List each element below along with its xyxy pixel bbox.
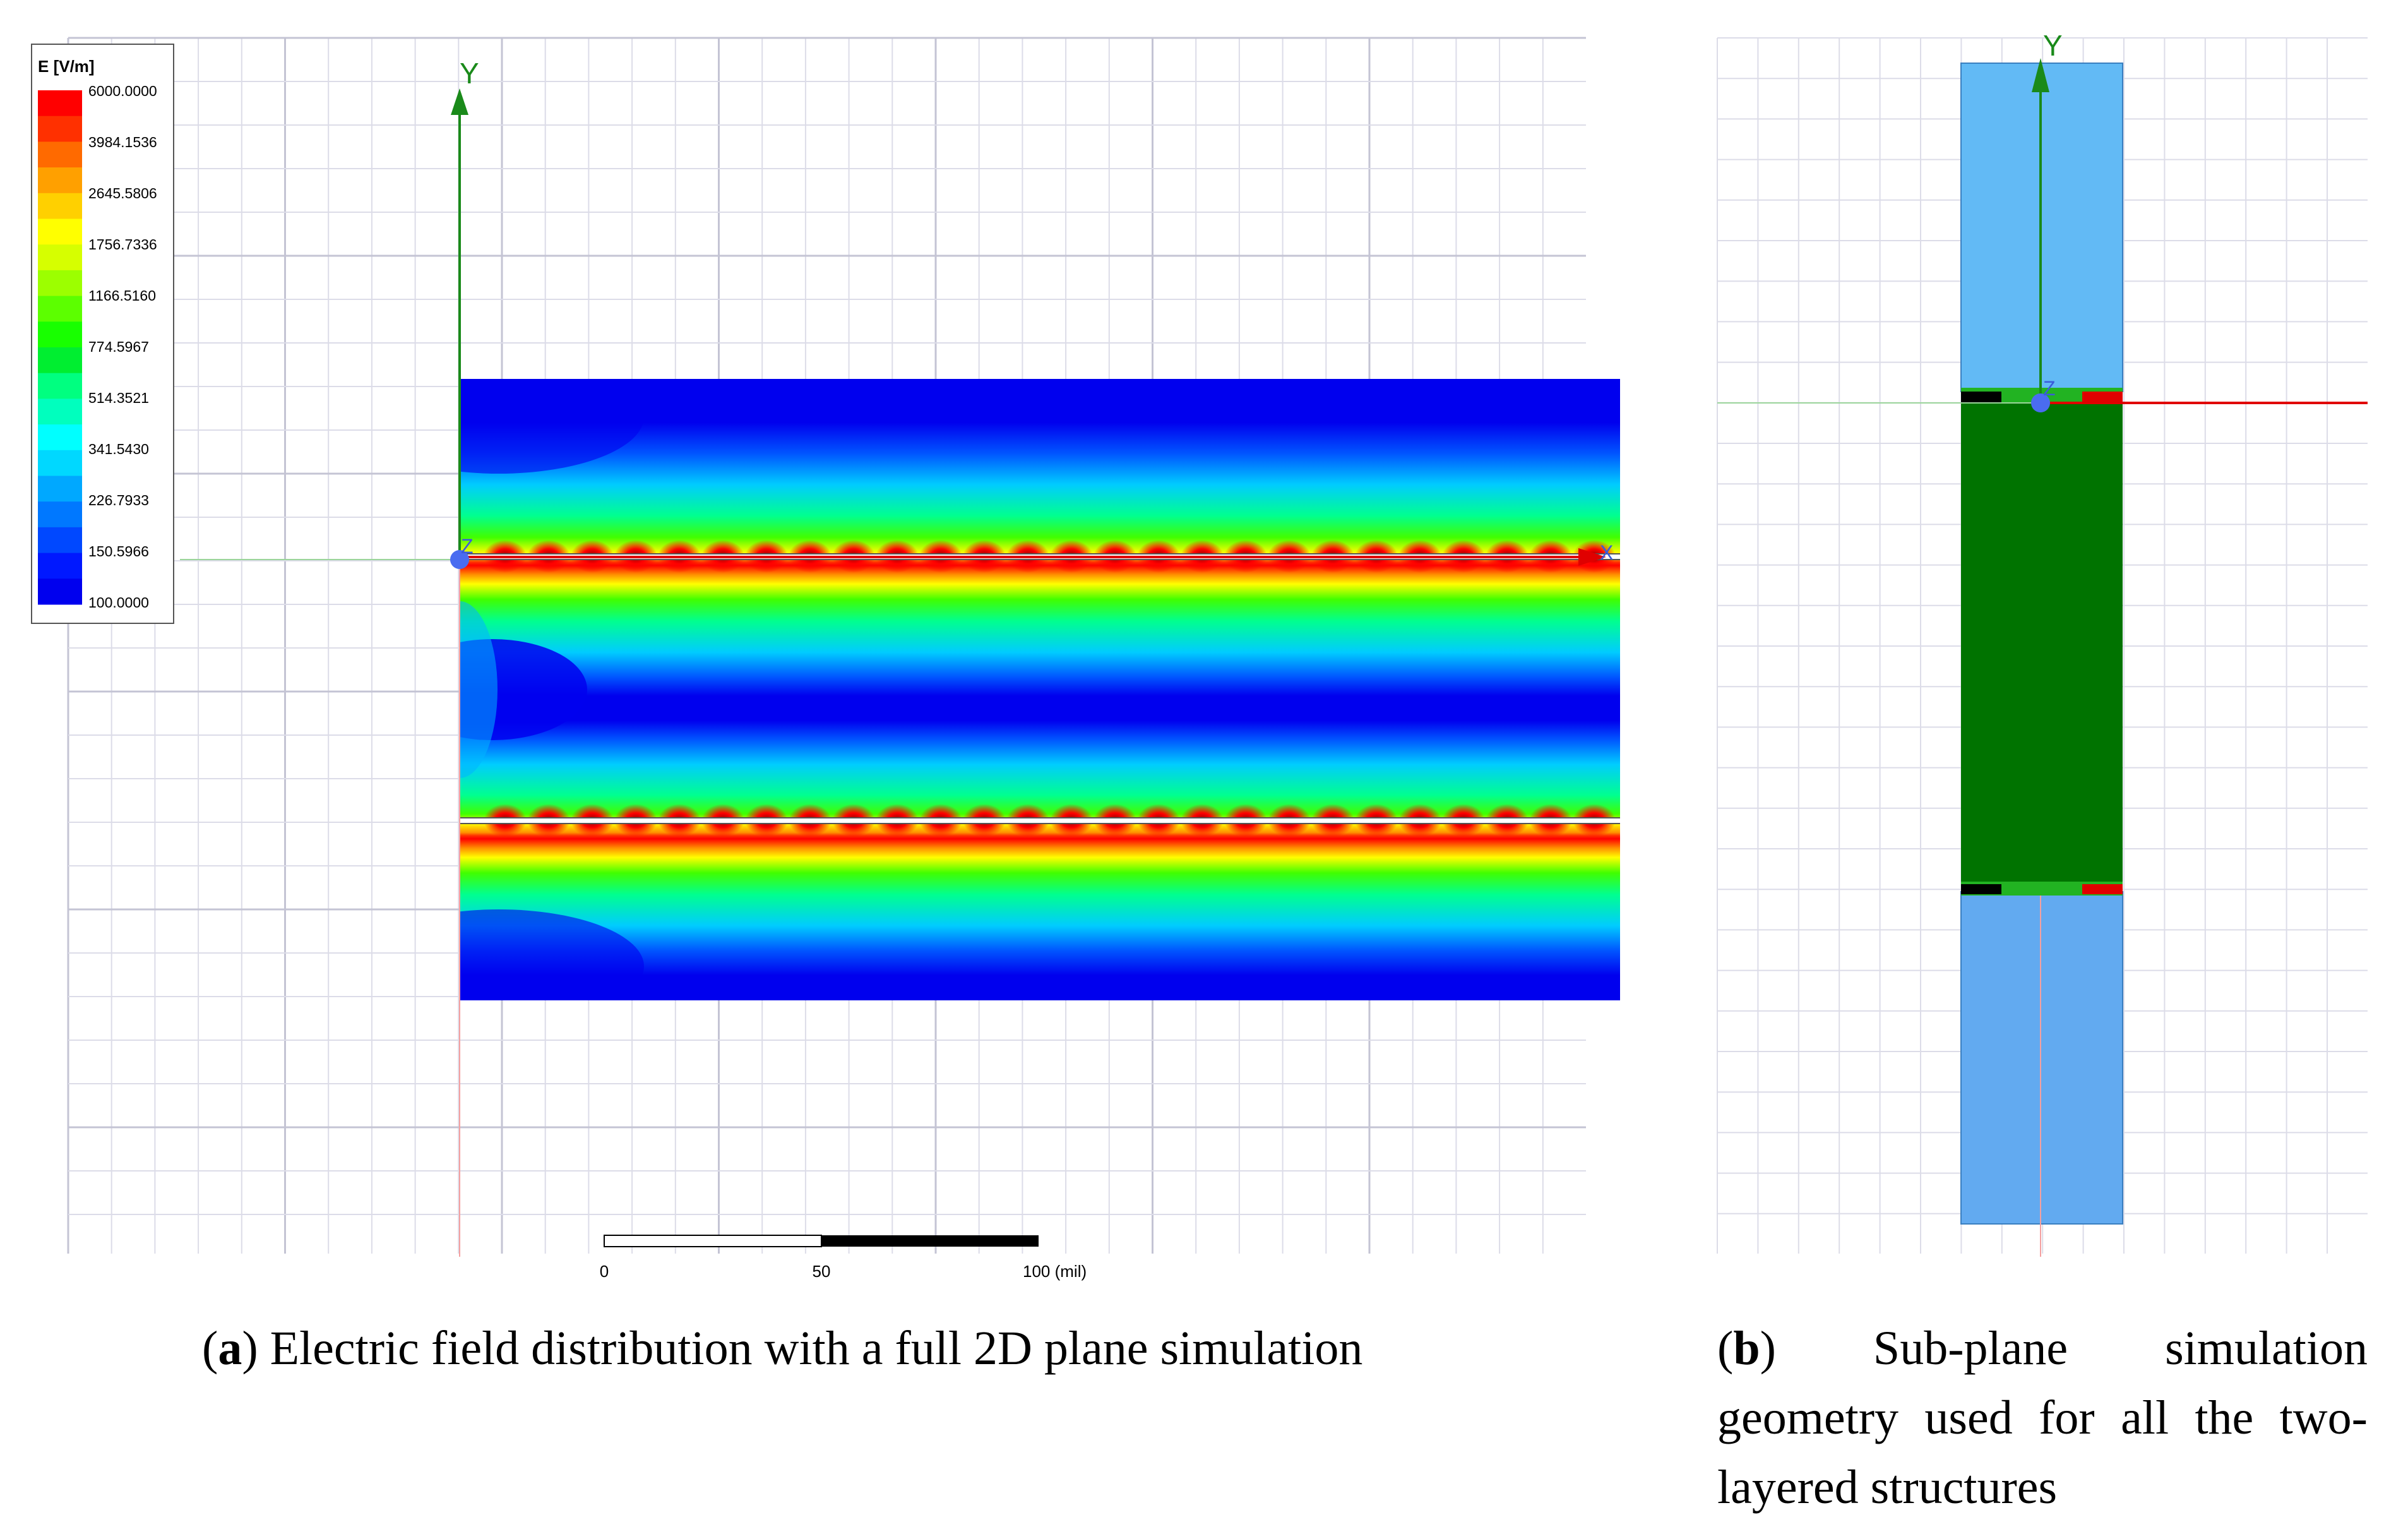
caption-a: (a) Electric field distribution with a f… [202, 1322, 1363, 1375]
caption-b-text: ) Sub-plane simulation geometry used for… [1717, 1322, 2368, 1514]
scale-tick-0: 0 [600, 1262, 609, 1281]
legend-swatch [38, 347, 82, 374]
scale-bar-white [604, 1235, 822, 1247]
signal-pad-top-right [2082, 392, 2123, 403]
color-legend: E [V/m] 6000.0000 3984.1536 2645.5806 1756.… [31, 44, 174, 624]
legend-label: 514.3521 [88, 390, 149, 406]
legend-swatch [38, 141, 82, 168]
substrate-region [1961, 392, 2123, 892]
legend-label: 2645.5806 [88, 185, 157, 201]
legend-swatch [38, 244, 82, 271]
caption-b: (b) Sub-plane simulation geometry used f… [1717, 1322, 2368, 1514]
legend-swatch [38, 321, 82, 348]
legend-swatch [38, 424, 82, 451]
legend-swatch [38, 398, 82, 425]
field-bottom-left-blue [460, 909, 644, 1000]
legend-label: 100.0000 [88, 594, 149, 611]
axis-y-b-arrowhead-icon [2032, 58, 2049, 92]
ground-pad-bottom-left [1961, 884, 2001, 894]
legend-swatch [38, 116, 82, 142]
field-gradient [460, 379, 1620, 1000]
legend-label: 1166.5160 [88, 287, 156, 304]
signal-pad-bottom-right [2082, 884, 2123, 894]
axis-z-label: Z [461, 535, 474, 558]
caption-b-letter: b [1733, 1322, 1760, 1375]
origin-marker-b [2031, 393, 2050, 412]
caption-a-text: ) Electric field distribution with a ful… [242, 1322, 1363, 1375]
legend-swatch [38, 578, 82, 605]
axis-y-label-b: Y [2043, 29, 2063, 62]
legend-swatch [38, 193, 82, 219]
axis-y-label: Y [460, 57, 479, 90]
panel-b: Y Z [1717, 29, 2368, 1257]
legend-labels: 6000.0000 3984.1536 2645.5806 1756.7336 1166… [88, 83, 157, 611]
legend-label: 6000.0000 [88, 83, 157, 99]
panel-a: Y X Z 0 50 100 (mil) E [V/m] 6000.0000 39… [31, 37, 1620, 1281]
axis-x-label: X [1600, 541, 1613, 564]
ground-pad-top-left [1961, 392, 2001, 403]
legend-swatch [38, 270, 82, 297]
legend-title: E [V/m] [38, 57, 95, 76]
field-map [460, 379, 1620, 1000]
axis-z-label-b: Z [2043, 377, 2056, 400]
air-region-bottom [1960, 891, 2123, 1225]
scale-bar: 0 50 100 (mil) [600, 1235, 1087, 1281]
legend-label: 226.7933 [88, 492, 149, 508]
legend-label: 3984.1536 [88, 134, 157, 150]
field-left-edge-cyan [460, 601, 498, 778]
legend-swatch [38, 90, 82, 117]
legend-swatch [38, 167, 82, 194]
axis-x-arrowhead-icon [1578, 548, 1606, 566]
trace-bottom [460, 818, 1620, 823]
legend-label: 341.5430 [88, 441, 149, 457]
legend-label: 1756.7336 [88, 236, 157, 253]
legend-swatches [38, 90, 82, 605]
field-top-left-blue [460, 379, 644, 474]
legend-swatch [38, 450, 82, 476]
legend-swatch [38, 553, 82, 579]
legend-swatch [38, 219, 82, 245]
legend-label: 150.5966 [88, 543, 149, 560]
legend-swatch [38, 476, 82, 502]
legend-label: 774.5967 [88, 339, 149, 355]
origin-marker [450, 550, 469, 569]
legend-swatch [38, 373, 82, 399]
scale-bar-black [821, 1235, 1039, 1247]
caption-a-letter: a [218, 1322, 242, 1375]
legend-swatch [38, 527, 82, 554]
scale-tick-50: 50 [813, 1262, 831, 1281]
legend-swatch [38, 501, 82, 528]
axis-y-arrowhead-icon [451, 88, 468, 115]
scale-tick-100: 100 (mil) [1023, 1262, 1087, 1281]
legend-swatch [38, 296, 82, 322]
